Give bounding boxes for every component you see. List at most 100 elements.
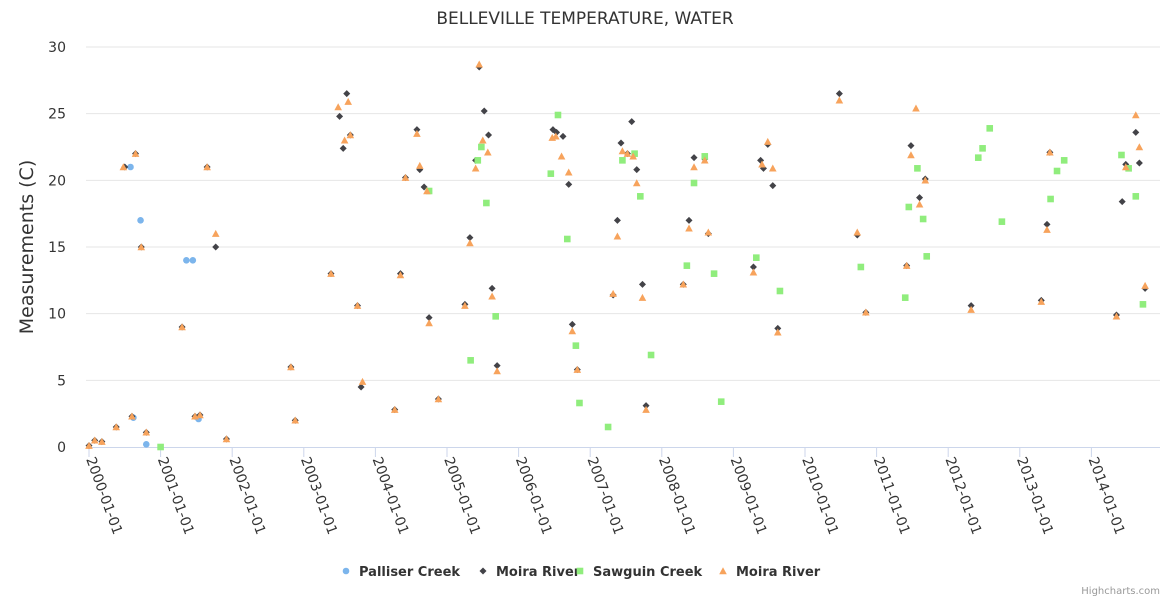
data-point[interactable] bbox=[85, 441, 93, 449]
data-point[interactable] bbox=[1132, 128, 1140, 136]
data-point[interactable] bbox=[1118, 151, 1125, 159]
data-point[interactable] bbox=[753, 254, 760, 261]
data-point[interactable] bbox=[358, 377, 367, 385]
data-point[interactable] bbox=[619, 157, 626, 164]
data-point[interactable] bbox=[493, 362, 501, 370]
data-point[interactable] bbox=[291, 416, 300, 424]
data-point[interactable] bbox=[142, 428, 151, 436]
data-point[interactable] bbox=[915, 200, 924, 208]
data-point[interactable] bbox=[749, 268, 758, 276]
data-point[interactable] bbox=[334, 103, 342, 111]
data-point[interactable] bbox=[690, 163, 698, 171]
legend-square-icon[interactable] bbox=[576, 567, 584, 575]
data-point[interactable] bbox=[425, 187, 433, 195]
data-point[interactable] bbox=[613, 216, 621, 224]
data-point[interactable] bbox=[1112, 312, 1121, 320]
data-point[interactable] bbox=[633, 166, 641, 174]
data-point[interactable] bbox=[1131, 111, 1140, 119]
legend-item[interactable]: Palliser Creek bbox=[342, 565, 461, 580]
data-point[interactable] bbox=[916, 194, 924, 202]
data-point[interactable] bbox=[758, 160, 766, 168]
data-point[interactable] bbox=[1118, 198, 1126, 206]
data-point[interactable] bbox=[642, 402, 650, 410]
data-point[interactable] bbox=[552, 132, 560, 140]
data-point[interactable] bbox=[914, 165, 921, 172]
data-point[interactable] bbox=[479, 136, 487, 144]
data-point[interactable] bbox=[131, 149, 140, 157]
data-point[interactable] bbox=[974, 154, 982, 161]
data-point[interactable] bbox=[189, 257, 197, 264]
data-point[interactable] bbox=[690, 154, 698, 162]
data-point[interactable] bbox=[768, 164, 777, 172]
data-point[interactable] bbox=[998, 218, 1006, 225]
data-point[interactable] bbox=[137, 243, 146, 251]
data-point[interactable] bbox=[642, 405, 650, 413]
data-point[interactable] bbox=[157, 443, 164, 451]
data-point[interactable] bbox=[90, 436, 99, 444]
data-point[interactable] bbox=[353, 301, 362, 309]
data-point[interactable] bbox=[336, 112, 344, 120]
data-point[interactable] bbox=[484, 148, 492, 156]
data-point[interactable] bbox=[700, 156, 709, 164]
data-point[interactable] bbox=[423, 187, 431, 195]
data-point[interactable] bbox=[137, 217, 144, 224]
data-point[interactable] bbox=[628, 118, 636, 126]
data-point[interactable] bbox=[127, 163, 134, 171]
data-point[interactable] bbox=[604, 423, 612, 431]
data-point[interactable] bbox=[749, 263, 757, 271]
data-point[interactable] bbox=[835, 96, 844, 104]
legend-circle-icon[interactable] bbox=[342, 567, 350, 575]
data-point[interactable] bbox=[568, 327, 577, 335]
data-point[interactable] bbox=[710, 270, 718, 277]
data-point[interactable] bbox=[466, 234, 474, 242]
data-point[interactable] bbox=[701, 153, 709, 160]
data-point[interactable] bbox=[492, 313, 499, 320]
data-point[interactable] bbox=[339, 144, 347, 152]
legend-item[interactable]: Moira River bbox=[719, 565, 821, 580]
data-point[interactable] bbox=[557, 152, 566, 160]
data-point[interactable] bbox=[119, 163, 128, 171]
data-point[interactable] bbox=[919, 215, 927, 223]
data-point[interactable] bbox=[573, 365, 582, 373]
data-point[interactable] bbox=[390, 405, 399, 413]
data-point[interactable] bbox=[1043, 220, 1051, 228]
data-point[interactable] bbox=[467, 357, 474, 364]
data-point[interactable] bbox=[565, 180, 573, 188]
data-point[interactable] bbox=[637, 193, 644, 200]
data-point[interactable] bbox=[632, 179, 641, 187]
data-point[interactable] bbox=[327, 269, 335, 277]
data-point[interactable] bbox=[912, 104, 920, 112]
data-point[interactable] bbox=[683, 262, 691, 269]
data-point[interactable] bbox=[690, 179, 698, 187]
data-point[interactable] bbox=[396, 271, 405, 279]
data-point[interactable] bbox=[471, 164, 480, 172]
data-point[interactable] bbox=[853, 228, 862, 236]
data-point[interactable] bbox=[547, 170, 555, 177]
data-point[interactable] bbox=[921, 176, 930, 184]
data-point[interactable] bbox=[618, 147, 627, 155]
data-point[interactable] bbox=[480, 107, 488, 115]
data-point[interactable] bbox=[1135, 159, 1143, 167]
data-point[interactable] bbox=[1053, 167, 1061, 175]
legend-item[interactable]: Moira River bbox=[479, 565, 581, 580]
data-point[interactable] bbox=[563, 235, 571, 243]
data-point[interactable] bbox=[835, 90, 843, 98]
data-point[interactable] bbox=[357, 383, 365, 391]
data-point[interactable] bbox=[553, 128, 561, 136]
data-point[interactable] bbox=[478, 143, 485, 151]
data-point[interactable] bbox=[211, 229, 220, 237]
data-point[interactable] bbox=[923, 253, 931, 260]
data-point[interactable] bbox=[774, 324, 782, 332]
data-point[interactable] bbox=[346, 131, 355, 139]
data-point[interactable] bbox=[203, 163, 211, 171]
legend-diamond-icon[interactable] bbox=[479, 567, 487, 575]
data-point[interactable] bbox=[1047, 195, 1054, 203]
data-point[interactable] bbox=[142, 441, 150, 448]
data-point[interactable] bbox=[647, 351, 655, 359]
data-point[interactable] bbox=[979, 145, 986, 152]
data-point[interactable] bbox=[413, 129, 421, 137]
data-point[interactable] bbox=[613, 232, 622, 240]
data-point[interactable] bbox=[466, 239, 474, 247]
data-point[interactable] bbox=[679, 280, 688, 288]
data-point[interactable] bbox=[629, 152, 637, 160]
